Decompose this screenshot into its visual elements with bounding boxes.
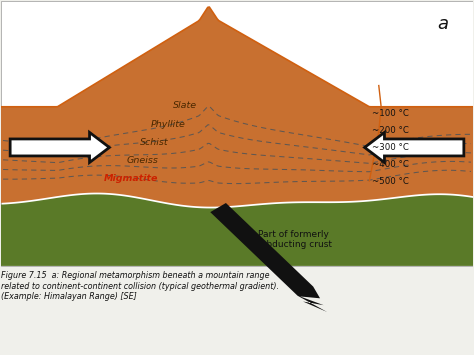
- FancyBboxPatch shape: [0, 1, 474, 266]
- Text: ~200 °C: ~200 °C: [372, 126, 409, 135]
- Text: Gneiss: Gneiss: [127, 156, 158, 165]
- Text: ~500 °C: ~500 °C: [372, 177, 409, 186]
- Polygon shape: [210, 203, 327, 312]
- Polygon shape: [0, 7, 474, 207]
- FancyArrow shape: [365, 132, 464, 163]
- Text: ~400 °C: ~400 °C: [372, 160, 409, 169]
- Text: a: a: [437, 15, 448, 33]
- Text: Slate: Slate: [173, 100, 197, 109]
- Text: ~300 °C: ~300 °C: [372, 143, 409, 152]
- FancyArrow shape: [10, 132, 109, 163]
- Polygon shape: [0, 195, 474, 266]
- Text: Migmatite: Migmatite: [103, 174, 158, 183]
- Text: Part of formerly
subducting crust: Part of formerly subducting crust: [255, 230, 332, 249]
- Text: Phyllite: Phyllite: [151, 120, 186, 129]
- Text: Schist: Schist: [140, 138, 169, 147]
- Text: Figure 7.15  a: Regional metamorphism beneath a mountain range
related to contin: Figure 7.15 a: Regional metamorphism ben…: [0, 271, 279, 301]
- Text: ~100 °C: ~100 °C: [372, 109, 409, 118]
